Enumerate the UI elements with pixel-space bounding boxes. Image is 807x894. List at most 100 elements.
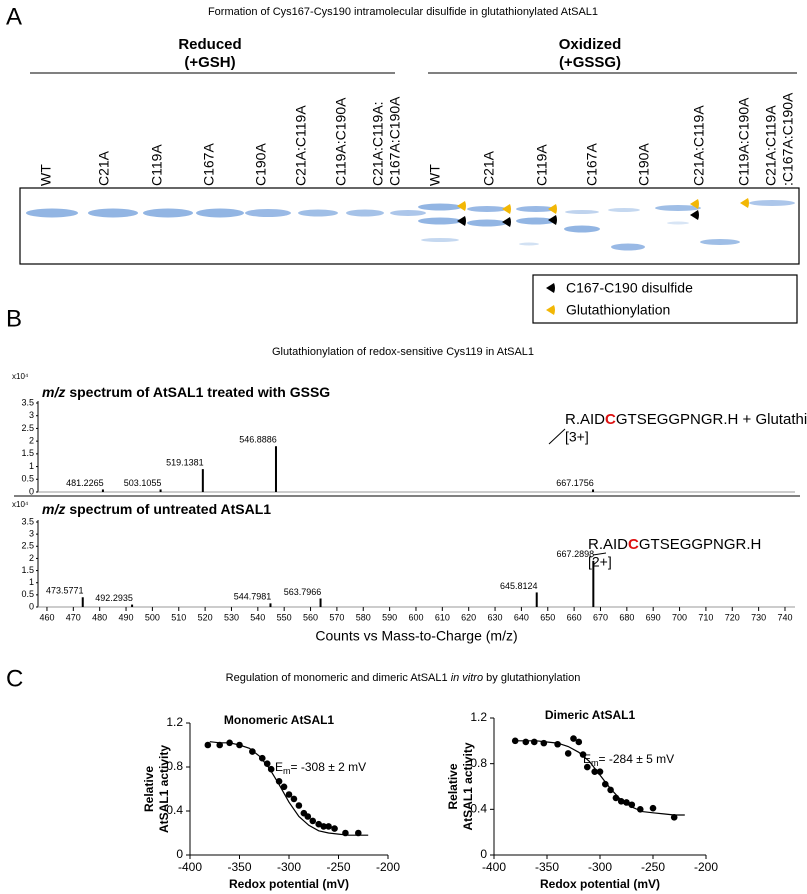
y-axis-label: AtSAL1 activity bbox=[157, 745, 171, 833]
peak bbox=[101, 489, 104, 492]
lane-label: C167A bbox=[201, 143, 217, 186]
peak bbox=[535, 592, 538, 607]
peak bbox=[81, 597, 84, 607]
sequence-part: C bbox=[605, 411, 616, 428]
y-tick-label: 2 bbox=[29, 436, 34, 446]
panel-letter: C bbox=[6, 665, 23, 692]
title-prefix: m/z bbox=[42, 501, 65, 517]
x-tick-label: 730 bbox=[751, 612, 766, 622]
annotation-subscript: m bbox=[283, 766, 291, 776]
lane-label: C167A bbox=[584, 143, 600, 186]
data-point bbox=[636, 806, 644, 813]
y-tick-label: 1 bbox=[29, 461, 34, 471]
data-point bbox=[607, 786, 614, 794]
gel-band bbox=[749, 200, 795, 206]
gel-band bbox=[565, 210, 599, 214]
gel-band bbox=[88, 208, 138, 218]
data-point bbox=[204, 741, 212, 749]
y-tick-label: 0 bbox=[29, 601, 34, 611]
x-tick-label: 720 bbox=[725, 612, 740, 622]
peak-label: 492.2935 bbox=[95, 593, 133, 603]
gel-band bbox=[298, 209, 338, 217]
data-point bbox=[258, 754, 266, 762]
lane-label: C21A:C119A bbox=[763, 105, 779, 186]
x-tick-label: 470 bbox=[66, 612, 81, 622]
x-tick-label: 510 bbox=[171, 612, 186, 622]
title-rest: spectrum of untreated AtSAL1 bbox=[69, 501, 271, 517]
peak bbox=[131, 604, 134, 607]
lane-label: C21A bbox=[481, 150, 497, 186]
band-marker bbox=[690, 210, 699, 220]
lane-label: C21A:C119A bbox=[691, 105, 707, 186]
peak bbox=[159, 489, 162, 492]
band-marker bbox=[690, 199, 699, 209]
y-tick-label: 3 bbox=[29, 529, 34, 539]
peak-label: 645.8124 bbox=[500, 581, 538, 591]
fit-curve bbox=[209, 741, 369, 836]
y-tick-label: 0.4 bbox=[470, 802, 487, 816]
charge-state: [3+] bbox=[565, 429, 589, 445]
panel-title: Glutathionylation of redox-sensitive Cys… bbox=[272, 346, 534, 358]
lane-label: C119A bbox=[534, 144, 550, 186]
y-tick-label: 1 bbox=[29, 577, 34, 587]
panel-title: Regulation of monomeric and dimeric AtSA… bbox=[226, 672, 581, 684]
gel-band bbox=[418, 203, 462, 211]
x-tick-label: -350 bbox=[227, 860, 251, 874]
x-tick-label: -200 bbox=[694, 860, 718, 874]
x-tick-label: 660 bbox=[567, 612, 582, 622]
y-tick-label: 1.5 bbox=[21, 565, 34, 575]
panel-letter: A bbox=[6, 3, 22, 30]
data-point bbox=[670, 814, 678, 821]
gel-band bbox=[26, 208, 78, 218]
charge-state: [2+] bbox=[588, 554, 612, 570]
y-tick-label: 1.2 bbox=[470, 710, 487, 724]
y-tick-label: 3 bbox=[29, 410, 34, 420]
gel-band bbox=[467, 219, 507, 227]
peak-label: 546.8886 bbox=[239, 435, 277, 445]
x-axis-label: Counts vs Mass-to-Charge (m/z) bbox=[315, 628, 517, 644]
gel-band bbox=[143, 208, 193, 218]
data-point bbox=[617, 798, 625, 805]
y-axis-label: Relative bbox=[446, 763, 460, 809]
y-tick-label: 2.5 bbox=[21, 423, 34, 433]
data-point bbox=[355, 829, 362, 837]
lane-label: C190A bbox=[253, 143, 269, 186]
data-point bbox=[290, 795, 298, 803]
x-axis-label: Redox potential (mV) bbox=[540, 877, 660, 891]
data-point bbox=[309, 817, 317, 825]
y-tick-label: 0.5 bbox=[21, 474, 34, 484]
y-tick-label: 0 bbox=[29, 486, 34, 496]
data-point bbox=[583, 763, 591, 771]
data-point bbox=[295, 802, 303, 809]
x-tick-label: 550 bbox=[277, 612, 292, 622]
data-point bbox=[579, 751, 587, 758]
annotation-subscript: m bbox=[591, 758, 599, 768]
lane-label: C190A bbox=[636, 143, 652, 186]
gel-band bbox=[516, 206, 556, 212]
x-tick-label: 490 bbox=[119, 612, 134, 622]
data-point bbox=[511, 737, 519, 745]
title-part: in vitro bbox=[451, 672, 483, 684]
x-tick-label: 650 bbox=[540, 612, 555, 622]
gel-band bbox=[655, 205, 701, 211]
legend-frame bbox=[532, 274, 798, 324]
y-tick-label: 0 bbox=[480, 847, 487, 861]
data-point bbox=[263, 760, 271, 767]
gel-band bbox=[611, 243, 645, 251]
y-axis-label: AtSAL1 activity bbox=[461, 742, 475, 830]
band-marker bbox=[548, 215, 557, 225]
lane-label: C119A:C190A bbox=[333, 97, 349, 186]
x-tick-label: -300 bbox=[588, 860, 612, 874]
data-point bbox=[216, 741, 223, 749]
y-tick-label: 1.5 bbox=[21, 448, 34, 458]
y-tick-label: 0.8 bbox=[166, 759, 183, 773]
data-point bbox=[304, 813, 312, 820]
title-part: Regulation of monomeric and dimeric AtSA… bbox=[226, 672, 451, 684]
y-unit: x10⁴ bbox=[12, 372, 29, 381]
x-tick-label: 480 bbox=[92, 612, 107, 622]
x-tick-label: 690 bbox=[646, 612, 661, 622]
x-tick-label: 620 bbox=[461, 612, 476, 622]
x-tick-label: 710 bbox=[698, 612, 713, 622]
